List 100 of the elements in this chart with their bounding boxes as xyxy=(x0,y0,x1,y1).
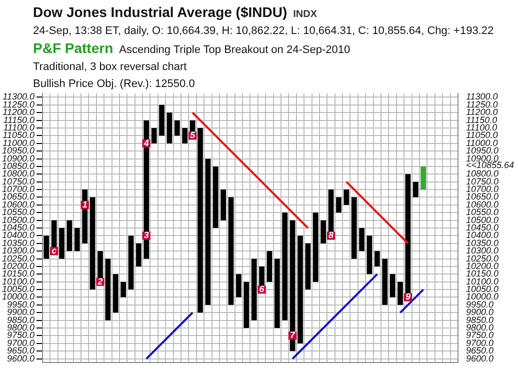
bar xyxy=(366,236,372,274)
y-tick-label: 10950.0 xyxy=(2,146,35,156)
y-tick-label: 9850.0 xyxy=(7,314,35,325)
y2-tick-label: 9650.0 xyxy=(466,346,494,356)
y2-tick-label: 11300.0 xyxy=(466,92,498,102)
bar xyxy=(128,236,134,290)
text: Ascending Triple Top Breakout on 24-Sep-2010 xyxy=(119,44,350,56)
bar xyxy=(244,282,250,328)
bar xyxy=(298,236,303,344)
bar xyxy=(320,220,326,244)
bar xyxy=(74,228,80,252)
text: P&F Pattern xyxy=(33,40,114,56)
y2-tick-label: 11000.0 xyxy=(466,138,498,148)
chart-title: Dow Jones Industrial Average ($INDU) xyxy=(33,4,288,20)
y2-tick-label: 11250.0 xyxy=(466,99,498,110)
bar xyxy=(228,197,234,305)
bar xyxy=(212,166,218,228)
y2-tick-label: 9700.0 xyxy=(466,338,494,348)
series-label: 5 xyxy=(190,130,196,140)
series-label: 2 xyxy=(96,276,103,286)
bar xyxy=(198,128,203,313)
y-tick-label: 10150.0 xyxy=(2,268,35,279)
series-label: 1 xyxy=(82,199,88,210)
y-tick-label: 9650.0 xyxy=(7,346,35,356)
y2-tick-label: 10350.0 xyxy=(466,238,498,248)
bar xyxy=(174,120,180,136)
y-tick-label: 10200.0 xyxy=(2,260,35,271)
series-label: c xyxy=(52,246,57,256)
bar xyxy=(282,212,288,320)
bar xyxy=(266,251,272,282)
y-tick-label: 9800.0 xyxy=(7,322,35,332)
y2-tick-label: 10200.0 xyxy=(466,260,498,271)
y2-tick-label: 11100.0 xyxy=(466,122,498,133)
bar xyxy=(182,128,188,144)
y-tick-label: 10900.0 xyxy=(2,153,35,164)
y-tick-label: 10550.0 xyxy=(2,207,35,218)
bar xyxy=(112,274,118,313)
bar xyxy=(336,197,342,213)
text: Traditional, 3 box reversal chart xyxy=(33,61,187,73)
chart-subtitle: 24-Sep, 13:38 ET, daily, O: 10,664.39, H: 10,862.22, L: 10,664.31, C: 10,855.64, Chg: +193.22 xyxy=(33,25,494,37)
bar xyxy=(90,197,96,290)
y-tick-label: 11100.0 xyxy=(3,122,35,133)
bar xyxy=(344,190,350,205)
y2-tick-label: 10650.0 xyxy=(466,192,498,202)
y2-tick-label: 10050.0 xyxy=(466,284,498,294)
y2-tick-label: 9950.0 xyxy=(466,299,494,310)
y-tick-label: 11200.0 xyxy=(2,107,35,118)
bar xyxy=(274,258,280,328)
bar xyxy=(166,112,172,144)
bar xyxy=(251,258,257,320)
y-tick-label: 9600.0 xyxy=(7,353,35,364)
series-label: 8 xyxy=(328,230,334,240)
bar xyxy=(359,228,364,252)
text: INDX xyxy=(293,9,318,20)
y-tick-label: 10100.0 xyxy=(2,276,35,286)
bar xyxy=(220,190,226,220)
text: Bullish Price Obj. (Rev.): 12550.0 xyxy=(33,78,195,90)
y-tick-label: 9700.0 xyxy=(7,338,35,348)
bar xyxy=(205,158,211,305)
y-tick-label: 10300.0 xyxy=(2,246,35,256)
y-tick-label: 10350.0 xyxy=(2,238,35,248)
y-tick-label: 11250.0 xyxy=(2,99,35,110)
bar xyxy=(105,258,111,320)
y2-tick-label: 9750.0 xyxy=(466,330,494,340)
bar xyxy=(305,243,311,290)
bar xyxy=(390,274,396,298)
y-tick-label: 11050.0 xyxy=(2,130,35,140)
y2-tick-label: 10000.0 xyxy=(466,292,498,302)
y2-tick-label: 11050.0 xyxy=(466,130,498,140)
y2-tick-label: 10500.0 xyxy=(466,214,498,225)
y-tick-label: 10700.0 xyxy=(2,184,35,194)
y-tick-label: 11150.0 xyxy=(3,114,35,125)
y2-tick-label: 10300.0 xyxy=(466,246,498,256)
y-tick-label: 10450.0 xyxy=(2,222,35,232)
bar xyxy=(374,251,380,266)
y2-tick-label: 10150.0 xyxy=(466,268,498,279)
bar xyxy=(412,182,418,198)
y2-tick-label: 10550.0 xyxy=(466,207,498,218)
y2-tick-label: 10800.0 xyxy=(466,168,498,179)
series-label: 9 xyxy=(405,292,410,302)
bar xyxy=(312,212,318,282)
y2-tick-label: 10950.0 xyxy=(466,146,498,156)
y-tick-label: 11000.0 xyxy=(2,138,35,148)
series-label: 7 xyxy=(290,330,296,340)
y-tick-label: 10750.0 xyxy=(2,176,35,186)
y-tick-label: 10800.0 xyxy=(2,168,35,179)
bar xyxy=(59,228,64,259)
y2-tick-label: 10400.0 xyxy=(466,230,498,240)
series-label: 3 xyxy=(144,230,149,240)
series-label: 6 xyxy=(259,284,266,294)
y-tick-label: 10500.0 xyxy=(2,214,35,225)
y2-tick-label: 10450.0 xyxy=(466,222,498,232)
y2-tick-label: 11200.0 xyxy=(466,107,498,118)
bar xyxy=(382,258,388,305)
y-tick-label: 9750.0 xyxy=(7,330,35,340)
bar xyxy=(398,282,403,305)
y-tick-label: 10400.0 xyxy=(2,230,35,240)
y-tick-label: 9900.0 xyxy=(7,307,35,318)
bar xyxy=(159,104,164,136)
bar xyxy=(66,220,72,252)
